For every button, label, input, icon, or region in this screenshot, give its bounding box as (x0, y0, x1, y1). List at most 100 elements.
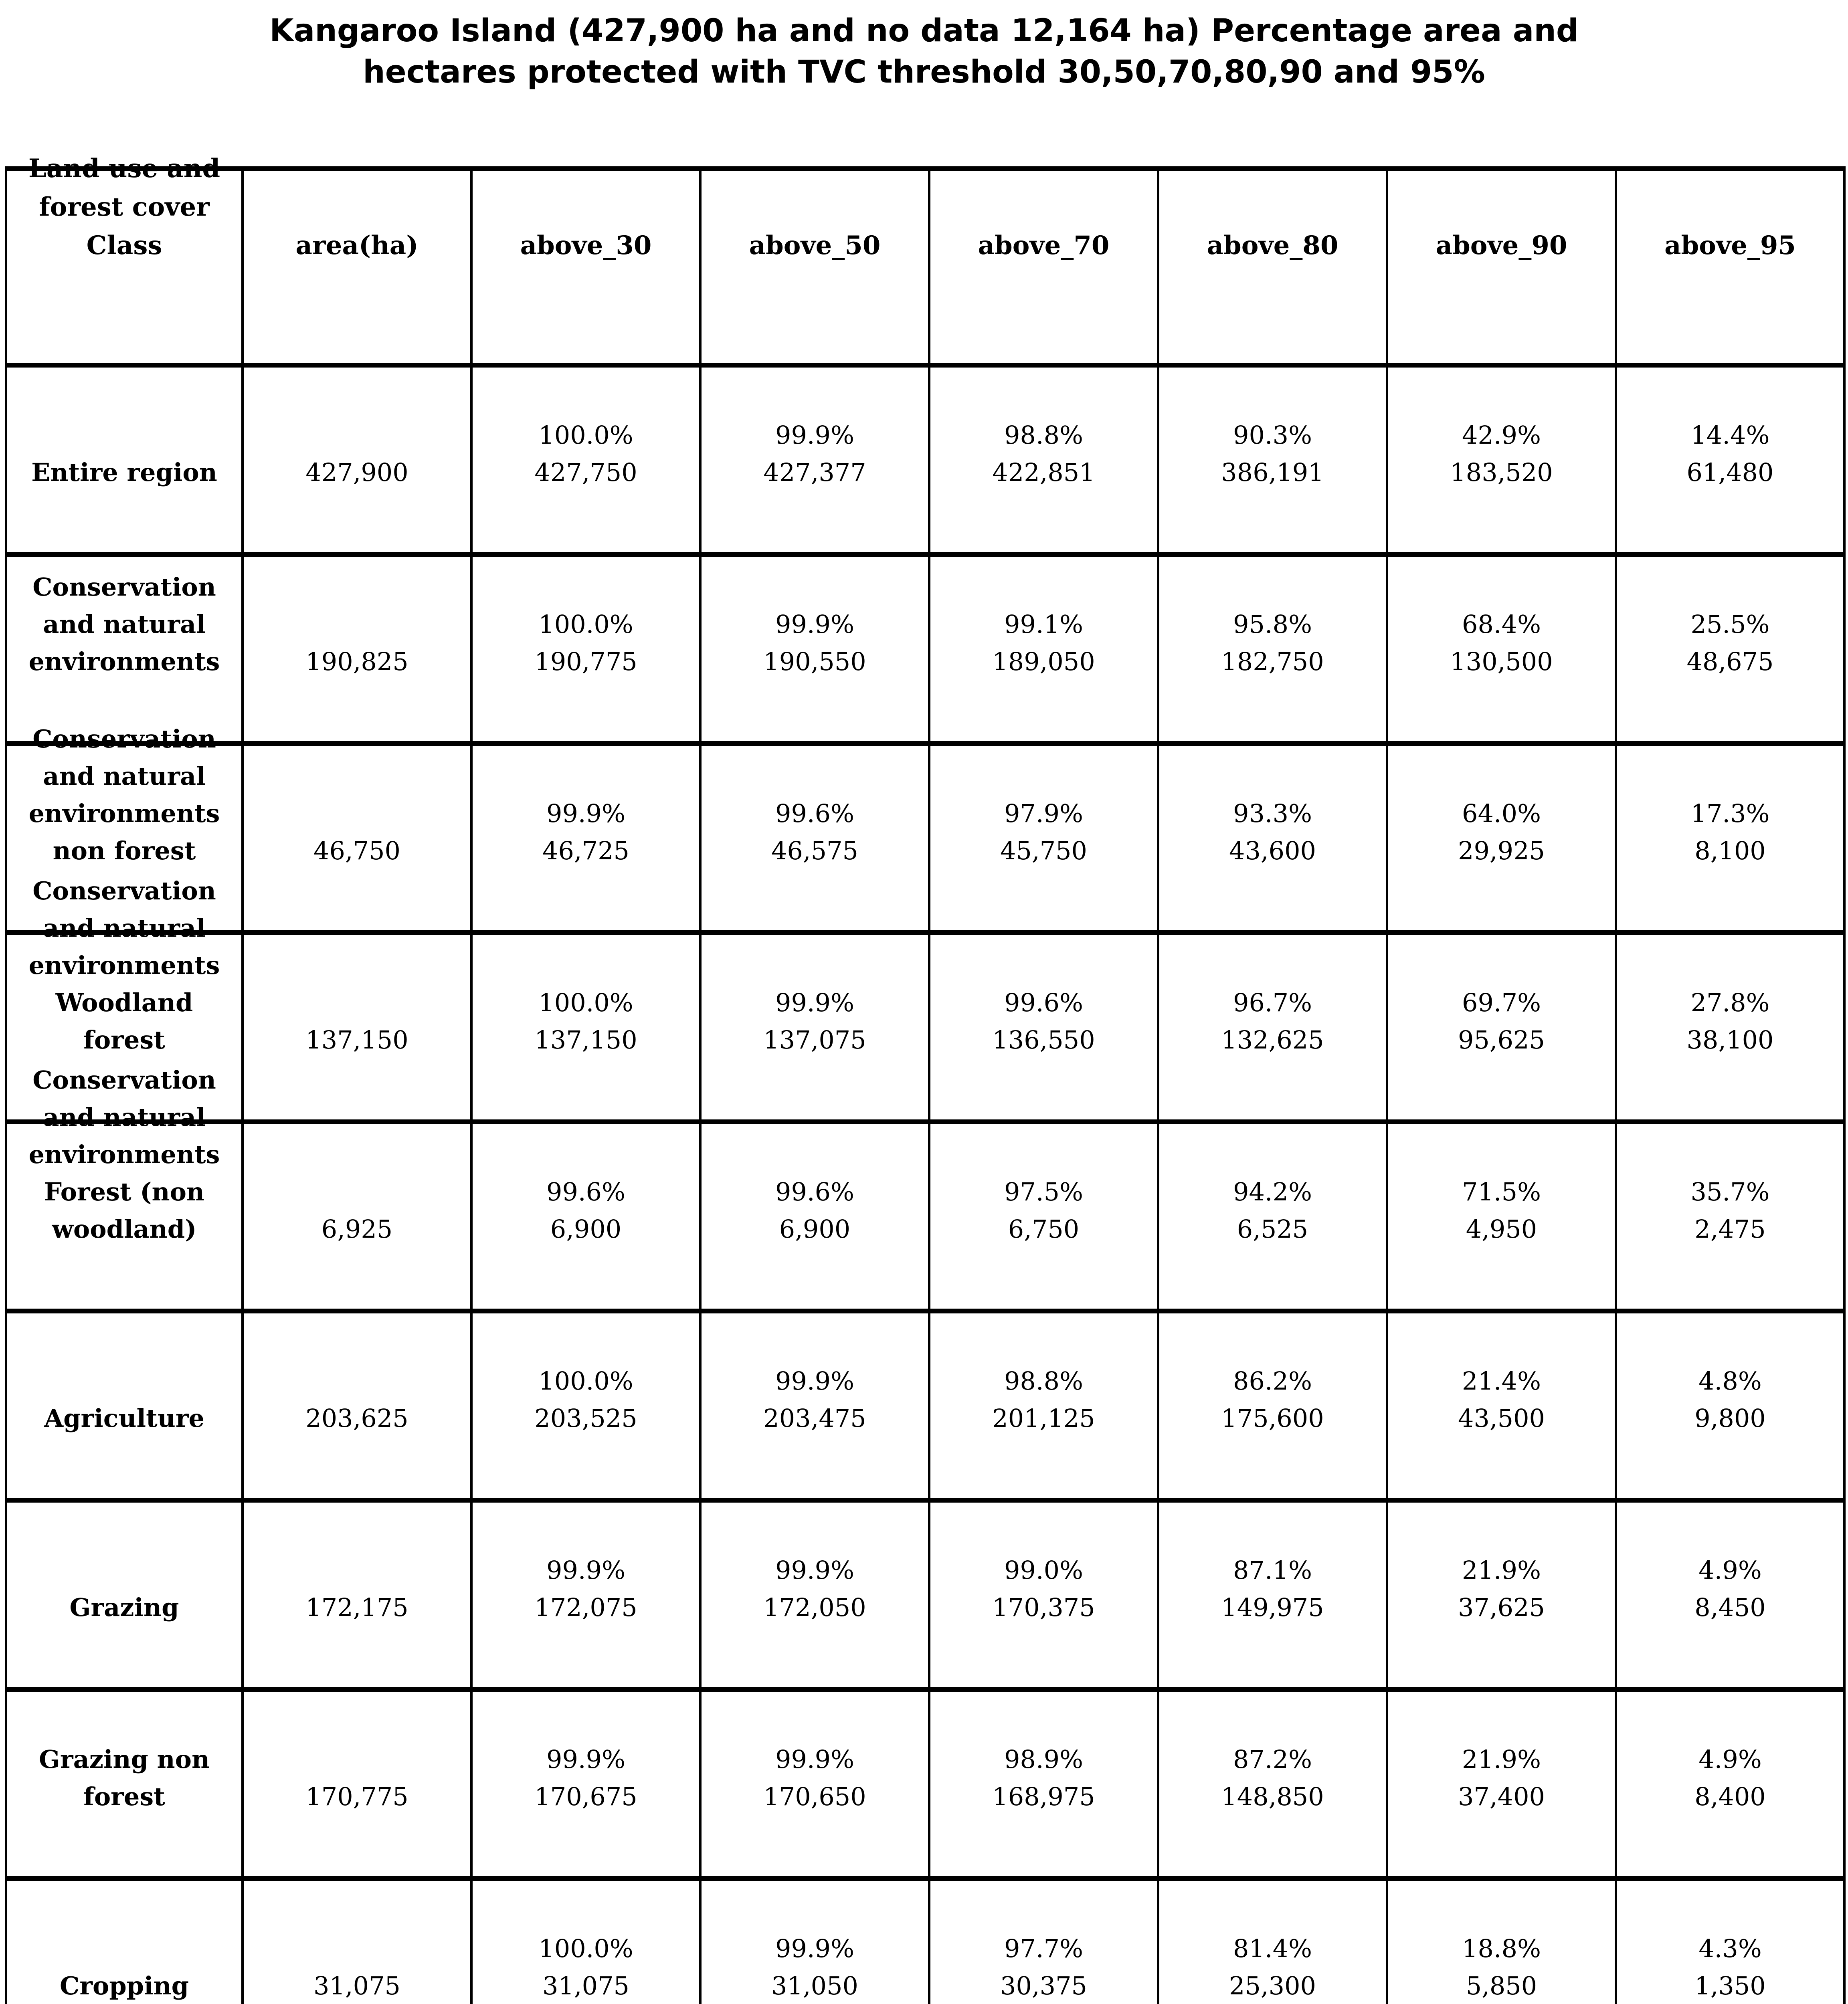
table-cell: 97.7% 30,375 (928, 1876, 1159, 2004)
table-cell: 68.4% 130,500 (1386, 552, 1617, 746)
table-cell: 27.8% 38,100 (1615, 930, 1846, 1124)
cell-percent: 71.5% (1462, 1177, 1541, 1206)
table-cell: 99.9% 172,050 (699, 1498, 930, 1692)
area-cell: 190,825 (241, 552, 473, 746)
table-cell: 99.9% 170,650 (699, 1687, 930, 1881)
table-cell: 87.1% 149,975 (1157, 1498, 1388, 1692)
table-cell: 98.8% 422,851 (928, 363, 1159, 557)
table-cell: 17.3% 8,100 (1615, 741, 1846, 935)
cell-hectares: 43,600 (1229, 836, 1316, 865)
cell-hectares: 8,400 (1694, 1782, 1766, 1811)
table-cell: 100.0% 427,750 (470, 363, 702, 557)
cell-percent: 21.9% (1462, 1745, 1541, 1774)
col-header-above50: above_50 (699, 166, 930, 368)
col-header-above95: above_95 (1615, 166, 1846, 368)
table-cell: 100.0% 203,525 (470, 1309, 702, 1503)
area-cell: 172,175 (241, 1498, 473, 1692)
cell-hectares: 168,975 (992, 1782, 1095, 1811)
cell-percent: 69.7% (1462, 988, 1541, 1017)
table-cell: 99.9% 190,550 (699, 552, 930, 746)
table-cell: 87.2% 148,850 (1157, 1687, 1388, 1881)
area-cell: 203,625 (241, 1309, 473, 1503)
table-cell: 98.8% 201,125 (928, 1309, 1159, 1503)
cell-percent: 100.0% (538, 1366, 633, 1396)
table-cell: 94.2% 6,525 (1157, 1119, 1388, 1313)
cell-hectares: 8,100 (1694, 836, 1766, 865)
cell-percent: 97.5% (1004, 1177, 1083, 1206)
area-value: 170,775 (305, 1782, 408, 1811)
table-row: Conservation and natural environments no… (5, 724, 1846, 935)
cell-hectares: 2,475 (1694, 1214, 1766, 1244)
area-value: 137,150 (305, 1025, 408, 1055)
cell-percent: 99.9% (546, 1745, 625, 1774)
cell-percent: 99.0% (1004, 1556, 1083, 1585)
cell-percent: 97.7% (1004, 1934, 1083, 1963)
col-header-above80: above_80 (1157, 166, 1388, 368)
row-label-cell: Cropping (5, 1876, 244, 2004)
table-row: Grazing non forest 170,775 99.9% 170,675 … (5, 1687, 1846, 1881)
cell-percent: 100.0% (538, 610, 633, 639)
table-row: Grazing 172,175 99.9% 172,075 99.9% 172,05… (5, 1498, 1846, 1692)
table-cell: 69.7% 95,625 (1386, 930, 1617, 1124)
cell-percent: 14.4% (1690, 420, 1770, 450)
cell-percent: 18.8% (1462, 1934, 1541, 1963)
cell-hectares: 6,900 (550, 1214, 622, 1244)
area-value: 190,825 (305, 647, 408, 676)
cell-percent: 99.1% (1004, 610, 1083, 639)
cell-hectares: 5,850 (1466, 1971, 1537, 2000)
cell-hectares: 203,525 (534, 1404, 637, 1433)
table-cell: 35.7% 2,475 (1615, 1119, 1846, 1313)
cell-percent: 100.0% (538, 988, 633, 1017)
table-cell: 99.9% 172,075 (470, 1498, 702, 1692)
cell-hectares: 172,050 (763, 1593, 866, 1622)
area-cell: 427,900 (241, 363, 473, 557)
cell-percent: 93.3% (1233, 799, 1312, 828)
cell-hectares: 48,675 (1686, 647, 1774, 676)
area-cell: 6,925 (241, 1119, 473, 1313)
cell-hectares: 46,575 (771, 836, 858, 865)
cell-percent: 99.6% (1004, 988, 1083, 1017)
table-cell: 98.9% 168,975 (928, 1687, 1159, 1881)
col-header-above90: above_90 (1386, 166, 1617, 368)
cell-hectares: 38,100 (1686, 1025, 1774, 1055)
area-value: 31,075 (313, 1971, 400, 2000)
cell-hectares: 46,725 (542, 836, 629, 865)
area-value: 427,900 (305, 458, 408, 487)
row-label: Conservation and natural environments (28, 572, 220, 676)
table-cell: 4.9% 8,400 (1615, 1687, 1846, 1881)
cell-percent: 99.6% (546, 1177, 625, 1206)
table-cell: 90.3% 386,191 (1157, 363, 1388, 557)
table-cell: 97.9% 45,750 (928, 741, 1159, 935)
land-use-table: Land use and forest cover Class area(ha)… (5, 154, 1846, 2004)
table-cell: 100.0% 190,775 (470, 552, 702, 746)
cell-hectares: 6,900 (779, 1214, 851, 1244)
row-label: Agriculture (44, 1404, 204, 1433)
table-cell: 95.8% 182,750 (1157, 552, 1388, 746)
cell-hectares: 132,625 (1221, 1025, 1324, 1055)
table-cell: 96.7% 132,625 (1157, 930, 1388, 1124)
page-title: Kangaroo Island (427,900 ha and no data … (269, 13, 1579, 90)
cell-percent: 87.2% (1233, 1745, 1312, 1774)
table-row: Agriculture 203,625 100.0% 203,525 99.9% 2… (5, 1309, 1846, 1503)
row-label-cell: Conservation and natural environments no… (5, 724, 244, 935)
area-value: 172,175 (305, 1593, 408, 1622)
table-cell: 18.8% 5,850 (1386, 1876, 1617, 2004)
cell-hectares: 183,520 (1450, 458, 1553, 487)
cell-percent: 90.3% (1233, 420, 1312, 450)
row-label-cell: Grazing (5, 1498, 244, 1692)
header-row: Land use and forest cover Class area(ha)… (5, 154, 1846, 368)
cell-hectares: 190,775 (534, 647, 637, 676)
cell-percent: 4.3% (1698, 1934, 1762, 1963)
row-label: Entire region (31, 458, 217, 487)
table-row: Cropping 31,075 100.0% 31,075 99.9% 31,050… (5, 1876, 1846, 2004)
cell-hectares: 29,925 (1458, 836, 1545, 865)
cell-percent: 99.9% (775, 610, 854, 639)
table-cell: 21.4% 43,500 (1386, 1309, 1617, 1503)
table-cell: 99.9% 31,050 (699, 1876, 930, 2004)
cell-percent: 35.7% (1690, 1177, 1770, 1206)
cell-percent: 95.8% (1233, 610, 1312, 639)
cell-hectares: 427,377 (763, 458, 866, 487)
cell-hectares: 137,150 (534, 1025, 637, 1055)
table-cell: 99.6% 6,900 (699, 1119, 930, 1313)
cell-hectares: 137,075 (763, 1025, 866, 1055)
